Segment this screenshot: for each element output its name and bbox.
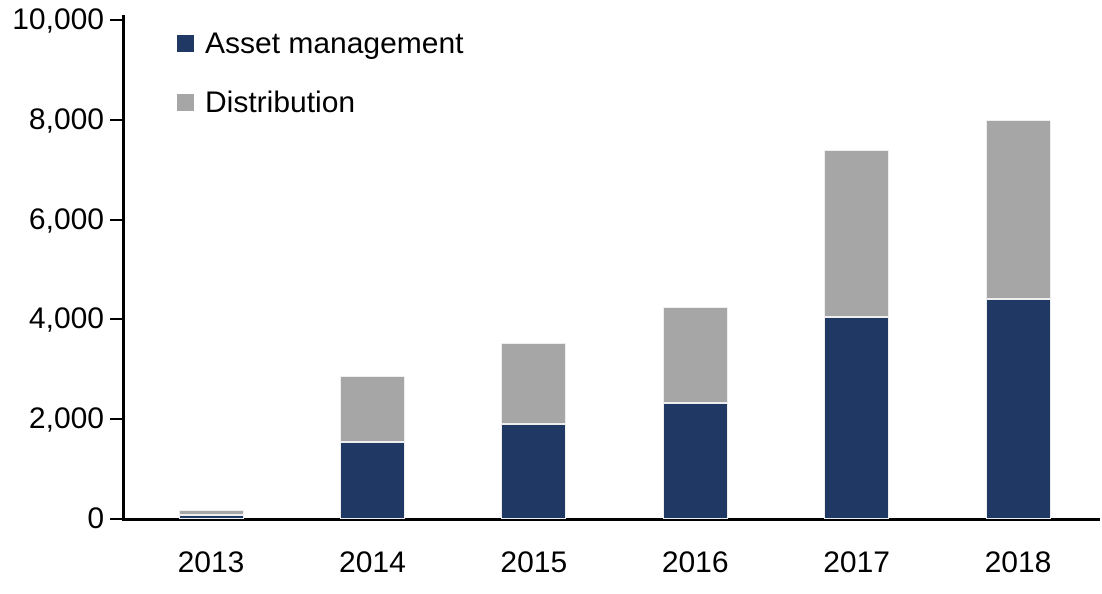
x-axis-line	[122, 518, 1100, 521]
bar-segment-asset-management-2017	[824, 316, 890, 519]
bar-segment-distribution-2018	[985, 119, 1051, 300]
y-axis-tick	[110, 318, 122, 321]
legend-swatch-distribution-icon	[177, 94, 194, 111]
legend: Asset management Distribution	[177, 27, 463, 145]
y-axis-tick	[110, 418, 122, 421]
bar-segment-asset-management-2016	[662, 403, 728, 519]
y-axis-tick	[110, 19, 122, 21]
x-axis-label-2017: 2017	[823, 546, 890, 579]
bar-segment-distribution-2014	[339, 376, 405, 442]
y-axis-tick-label: 10,000	[12, 3, 104, 36]
bar-segment-asset-management-2013	[178, 515, 244, 519]
y-axis-tick	[110, 118, 122, 121]
y-axis-tick-label: 6,000	[28, 202, 104, 236]
legend-item-asset-management: Asset management	[177, 27, 463, 60]
bar-segment-distribution-2016	[662, 306, 728, 404]
x-axis-label-2016: 2016	[661, 546, 729, 579]
y-axis-tick-label: 8,000	[28, 102, 104, 136]
x-axis-label-2013: 2013	[177, 546, 245, 579]
bar-segment-distribution-2017	[824, 149, 890, 317]
x-axis-label-2018: 2018	[984, 546, 1052, 579]
x-axis-label-2014: 2014	[339, 546, 406, 579]
legend-swatch-asset-management-icon	[177, 35, 194, 52]
y-axis-tick-label: 2,000	[28, 402, 104, 436]
bar-segment-asset-management-2015	[501, 424, 567, 519]
legend-item-distribution: Distribution	[177, 86, 463, 119]
bar-segment-asset-management-2014	[339, 441, 405, 519]
y-axis-line	[122, 15, 125, 521]
legend-label-distribution: Distribution	[205, 86, 356, 119]
bar-segment-asset-management-2018	[985, 299, 1051, 519]
y-axis-tick-label: 0	[87, 502, 104, 535]
y-axis-tick	[110, 218, 122, 221]
bar-segment-distribution-2013	[178, 509, 244, 515]
x-axis-label-2015: 2015	[500, 546, 568, 579]
y-axis-tick	[110, 518, 122, 520]
bar-segment-distribution-2015	[501, 343, 567, 425]
legend-label-asset-management: Asset management	[205, 27, 464, 60]
y-axis-tick-label: 4,000	[28, 302, 104, 336]
